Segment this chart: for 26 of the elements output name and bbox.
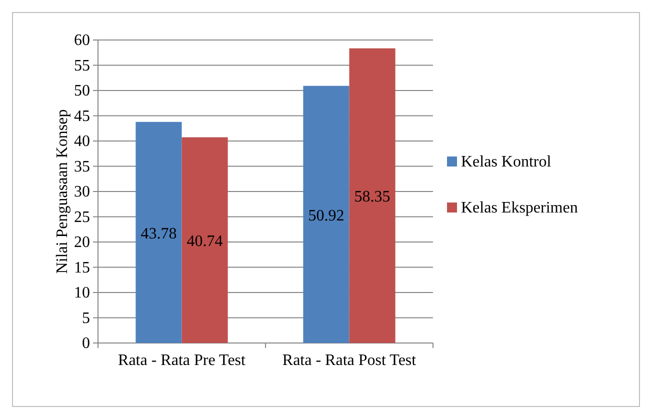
y-tick-label: 40 [74, 133, 90, 150]
bar [349, 48, 396, 343]
bar [303, 86, 350, 343]
x-tick-label: Rata - Rata Post Test [282, 352, 417, 369]
y-tick-label: 45 [74, 108, 90, 125]
legend-label: Kelas Eksperimen [461, 200, 578, 216]
data-label: 50.92 [308, 207, 344, 224]
y-tick-label: 55 [74, 57, 90, 74]
y-tick-label: 5 [82, 310, 90, 327]
y-tick-label: 15 [74, 259, 90, 276]
bar [136, 122, 182, 343]
data-label: 43.78 [140, 225, 177, 242]
y-tick-label: 20 [74, 234, 90, 252]
legend-label: Kelas Kontrol [461, 154, 552, 170]
bar [182, 137, 228, 343]
y-tick-label: 25 [74, 208, 90, 226]
y-tick-label: 50 [74, 82, 90, 100]
y-tick-label: 60 [74, 32, 90, 50]
data-label: 58.35 [354, 188, 390, 206]
y-tick-label: 30 [74, 184, 90, 201]
x-tick-label: Rata - Rata Pre Test [118, 352, 246, 369]
data-label: 40.74 [186, 233, 223, 250]
y-tick-label: 35 [74, 158, 90, 176]
y-axis-title: Nilai Penguasaan Konsep [54, 109, 71, 274]
y-tick-label: 10 [74, 284, 90, 302]
y-tick-label: 0 [82, 335, 90, 352]
